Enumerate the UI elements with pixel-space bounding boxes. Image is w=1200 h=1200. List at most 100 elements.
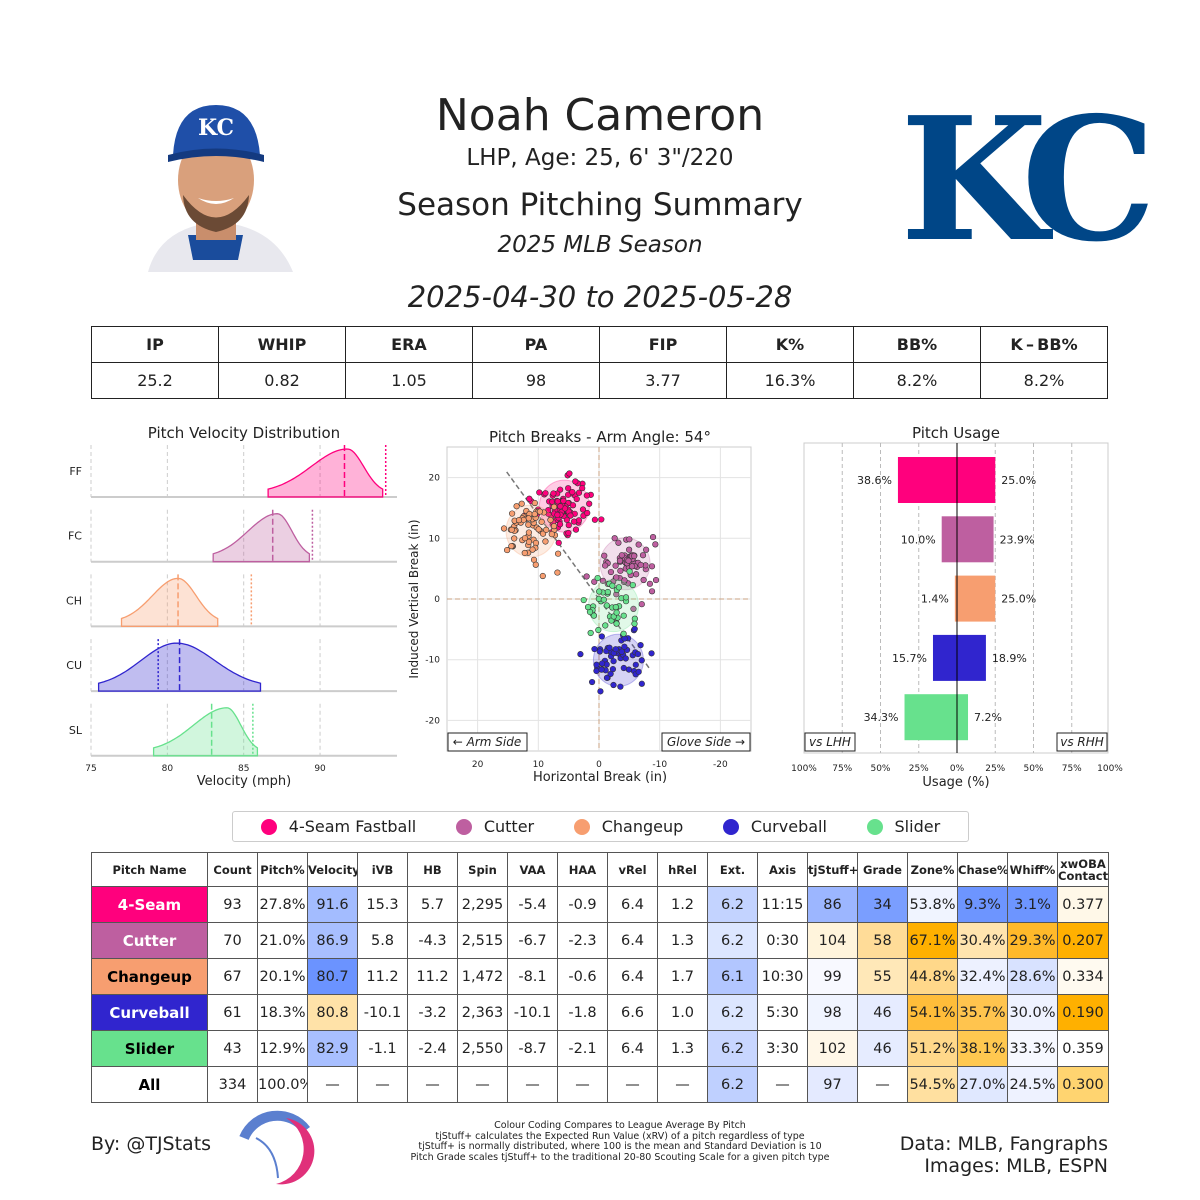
column-header: Pitch Name bbox=[91, 852, 208, 887]
table-cell: 6.2 bbox=[707, 922, 758, 959]
legend-label: 4-Seam Fastball bbox=[288, 817, 417, 836]
bar-lhh-CU bbox=[932, 634, 957, 681]
table-cell: — bbox=[657, 1066, 708, 1103]
pitch-point-CH bbox=[529, 546, 536, 553]
table-cell: 100.0% bbox=[257, 1066, 308, 1103]
pitch-point-FC bbox=[621, 577, 628, 584]
x-tick: 25% bbox=[985, 764, 1005, 774]
pitch-point-CU bbox=[599, 660, 606, 667]
pitch-point-CU bbox=[598, 633, 605, 640]
pitch-point-CU bbox=[638, 680, 645, 687]
table-cell: 29.3% bbox=[1007, 922, 1058, 959]
table-row: All334100.0%————————6.2—97—54.5%27.0%24.… bbox=[91, 1066, 1109, 1103]
pitch-name-cell: Changeup bbox=[91, 958, 208, 995]
pitch-point-FC bbox=[630, 605, 637, 612]
density-SL bbox=[152, 707, 259, 757]
pitch-point-FF bbox=[586, 500, 593, 507]
bar-rhh-FC bbox=[957, 516, 994, 563]
pitch-point-CH bbox=[550, 523, 558, 530]
pitch-point-FC bbox=[635, 541, 642, 548]
table-cell: 53.8% bbox=[907, 886, 958, 923]
pitch-point-CU bbox=[591, 645, 598, 653]
table-cell: -2.4 bbox=[407, 1030, 458, 1067]
pitch-point-FC bbox=[611, 535, 618, 542]
pitch-point-SL bbox=[602, 622, 609, 629]
pitch-point-FF bbox=[565, 485, 572, 492]
pitch-point-CU bbox=[607, 670, 614, 678]
pitch-point-CU bbox=[622, 655, 629, 662]
bar-label-lhh: 38.6% bbox=[857, 474, 892, 487]
pitch-point-CU bbox=[598, 666, 605, 673]
pitch-point-FF bbox=[572, 526, 580, 533]
date-range: 2025-04-30 to 2025-05-28 bbox=[407, 280, 793, 314]
velocity-distribution-chart: Pitch Velocity Distribution FF FC CH CU SL 75 8… bbox=[66, 424, 397, 789]
bar-rhh-CH bbox=[957, 575, 996, 622]
pitch-point-CU bbox=[610, 658, 617, 665]
rhh-box bbox=[1056, 732, 1108, 752]
pitch-point-CH bbox=[521, 535, 529, 542]
pitch-point-CH bbox=[535, 526, 542, 533]
table-cell: -4.3 bbox=[407, 922, 458, 959]
table-cell: 2,515 bbox=[457, 922, 508, 959]
pitch-point-FF bbox=[563, 516, 570, 523]
column-header: Chase% bbox=[957, 852, 1008, 887]
legend-marker bbox=[260, 818, 277, 835]
pitch-point-CU bbox=[634, 650, 642, 658]
table-cell: 6.4 bbox=[607, 958, 658, 995]
pitch-point-FF bbox=[554, 511, 561, 518]
pitch-point-FC bbox=[628, 563, 636, 570]
table-cell: 9.3% bbox=[957, 886, 1008, 923]
pitch-point-CU bbox=[648, 650, 655, 657]
pitch-point-SL bbox=[594, 574, 601, 582]
lhh-box bbox=[804, 732, 856, 752]
pitch-point-FC bbox=[618, 552, 625, 559]
table-cell: 6.4 bbox=[607, 922, 658, 959]
pitch-point-CH bbox=[555, 550, 562, 557]
table-cell: 44.8% bbox=[907, 958, 958, 995]
pitch-point-FF bbox=[569, 488, 576, 496]
pitch-point-CU bbox=[593, 667, 600, 675]
table-cell: 54.1% bbox=[907, 994, 958, 1031]
density-FF bbox=[267, 448, 384, 498]
table-cell: 11.2 bbox=[357, 958, 408, 995]
bar-lhh-FF bbox=[897, 457, 957, 503]
bar-label-rhh: 25.0% bbox=[1001, 474, 1036, 487]
table-cell: 1.3 bbox=[657, 1030, 708, 1067]
player-name: Noah Cameron bbox=[435, 90, 765, 141]
table-cell: 91.6 bbox=[307, 886, 358, 923]
pitch-point-SL bbox=[629, 581, 636, 589]
table-row: 4-Seam 93 27.8% 91.6 15.3 5.7 2,295 -5.4 -0.9 6.4… bbox=[91, 886, 1109, 923]
pitch-point-FF bbox=[579, 485, 586, 492]
pitch-point-SL bbox=[600, 596, 607, 603]
lhh-label: vs LHH bbox=[809, 735, 851, 749]
pitch-point-FF bbox=[555, 539, 562, 546]
stat-header: K – BB% bbox=[980, 326, 1108, 363]
table-cell: -0.9 bbox=[557, 886, 608, 923]
pitch-point-SL bbox=[622, 594, 630, 601]
pitch-point-FC bbox=[626, 536, 633, 543]
column-header: VAA bbox=[507, 852, 558, 887]
pitch-point-CH bbox=[547, 516, 554, 524]
table-cell: 1.7 bbox=[657, 958, 708, 995]
table-cell: 98 bbox=[807, 994, 858, 1031]
summary-title: Season Pitching Summary bbox=[397, 187, 803, 223]
bar-label-lhh: 34.3% bbox=[864, 711, 899, 724]
x-tick: 0 bbox=[596, 760, 602, 770]
table-row: Slider 43 12.9% 82.9 -1.1 -2.4 2,550 -8.7 -2.1 6.… bbox=[91, 1030, 1109, 1067]
pitch-point-FC bbox=[602, 562, 609, 569]
bar-lhh-FC bbox=[941, 516, 957, 563]
table-cell: -8.7 bbox=[507, 1030, 558, 1067]
bar-label-rhh: 25.0% bbox=[1001, 593, 1036, 606]
x-tick: 20 bbox=[472, 760, 484, 770]
pitch-point-CU bbox=[610, 681, 617, 689]
column-header: Velocity bbox=[307, 852, 358, 887]
pitch-point-FF bbox=[583, 492, 590, 499]
pitch-point-CH bbox=[515, 517, 523, 524]
bar-label-lhh: 15.7% bbox=[892, 652, 927, 665]
table-cell: 15.3 bbox=[357, 886, 408, 923]
pitch-point-FC bbox=[633, 571, 640, 578]
table-cell: 86.9 bbox=[307, 922, 358, 959]
pitch-point-CU bbox=[635, 668, 642, 675]
pitch-point-FC bbox=[638, 601, 645, 608]
table-cell: 6.2 bbox=[707, 886, 758, 923]
